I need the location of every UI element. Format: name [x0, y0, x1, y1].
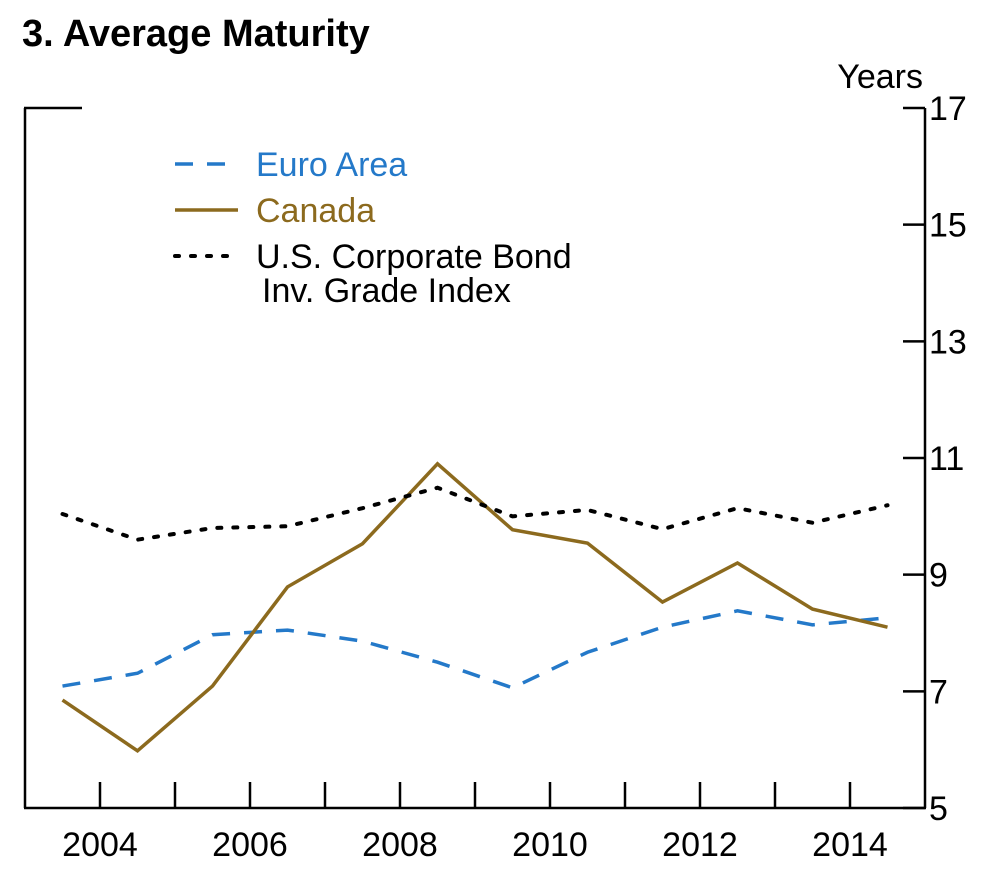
- line-series: [62, 609, 888, 690]
- x-tick-label: 2004: [62, 826, 138, 864]
- legend-label: Canada: [256, 192, 375, 230]
- y-tick-label: 17: [929, 90, 967, 128]
- y-tick-label: 9: [929, 557, 948, 595]
- y-unit: Years: [837, 58, 923, 96]
- legend-label: U.S. Corporate Bond Inv. Grade Index: [256, 238, 572, 310]
- x-tick-label: 2010: [512, 826, 588, 864]
- x-tick-label: 2012: [662, 826, 738, 864]
- chart-title: 3. Average Maturity: [22, 13, 370, 55]
- y-tick-label: 13: [929, 323, 967, 361]
- line-series: [60, 485, 890, 542]
- x-tick-label: 2008: [362, 826, 438, 864]
- line-series: [61, 461, 888, 754]
- x-tick-label: 2006: [212, 826, 288, 864]
- frame: [23, 106, 927, 810]
- y-tick-label: 7: [929, 673, 948, 711]
- y-tick-label: 11: [929, 440, 964, 478]
- y-tick-label: 5: [929, 790, 948, 828]
- legend-label: Euro Area: [256, 146, 407, 184]
- x-tick-label: 2014: [812, 826, 888, 864]
- y-tick-label: 15: [929, 207, 967, 245]
